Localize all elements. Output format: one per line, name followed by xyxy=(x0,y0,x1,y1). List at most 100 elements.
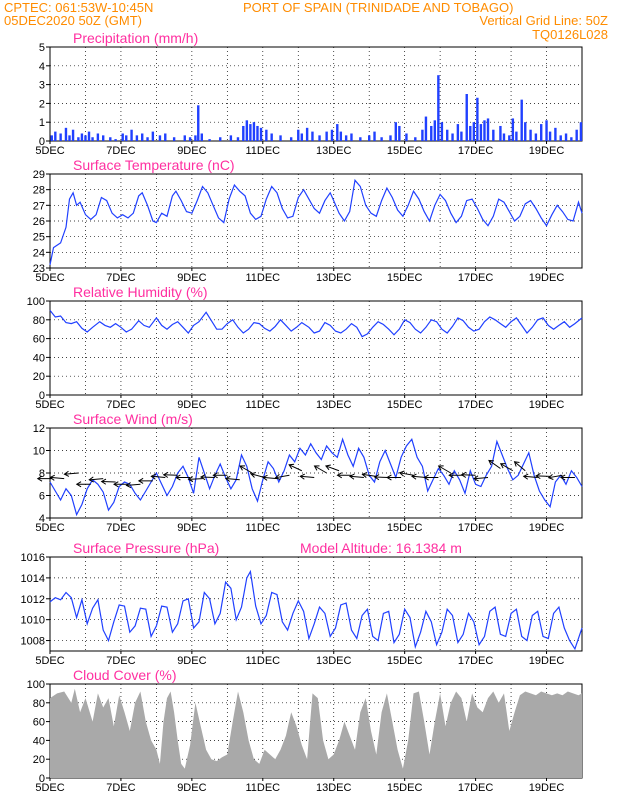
x-tick-label: 11DEC xyxy=(245,399,280,411)
y-tick-label: 25 xyxy=(33,232,45,244)
x-tick-label: 7DEC xyxy=(106,655,135,667)
precip-bar xyxy=(424,116,428,141)
cloud-area xyxy=(50,688,582,778)
x-tick-label: 11DEC xyxy=(245,522,280,534)
wind-arrow-head xyxy=(313,465,320,471)
panel-3: 0 20 40 60 80 100 5DEC 7DEC 9DEC 11DEC 13DEC 15DEC 1… xyxy=(27,284,583,411)
x-tick-label: 5DEC xyxy=(35,145,64,157)
x-tick-label: 13DEC xyxy=(316,399,352,411)
wind-arrow-head xyxy=(386,474,392,481)
precip-bar xyxy=(398,125,401,141)
precip-bar xyxy=(259,127,263,141)
precip-bar xyxy=(197,105,200,141)
plot-frame xyxy=(49,46,583,142)
x-tick-label: 13DEC xyxy=(316,272,352,284)
wind-arrow-shaft xyxy=(300,475,315,478)
precip-bar xyxy=(339,131,343,141)
wind-arrow-shaft xyxy=(514,461,526,472)
wind-arrow-head xyxy=(49,474,55,481)
precip-bar xyxy=(579,122,583,141)
header-station: CPTEC: 061:53W-10:45N xyxy=(4,0,153,15)
precip-bar xyxy=(59,133,62,141)
precip-bar xyxy=(460,131,463,141)
y-tick-label: 5 xyxy=(39,42,45,54)
model-altitude: Model Altitude: 16.1384 m xyxy=(300,540,462,556)
precip-bar xyxy=(200,133,203,141)
y-tick-label: 1008 xyxy=(21,636,45,648)
wind-arrow-head xyxy=(348,473,355,480)
wind-arrow-head xyxy=(437,465,444,471)
precip-bar xyxy=(84,135,87,141)
header-location: PORT OF SPAIN (TRINIDADE AND TOBAGO) xyxy=(243,0,513,15)
y-tick-label: 40 xyxy=(33,735,45,747)
wind-arrow-head xyxy=(361,472,368,478)
precip-bar xyxy=(236,137,240,141)
precip-bar xyxy=(359,137,362,141)
precip-bar xyxy=(242,125,245,141)
precip-bar xyxy=(394,122,397,141)
x-tick-label: 19DEC xyxy=(529,522,565,534)
y-tick-label: 1016 xyxy=(21,552,45,564)
precip-bar xyxy=(135,135,139,141)
wind-arrow-head xyxy=(36,475,43,482)
wind-arrow-head xyxy=(212,472,218,479)
x-tick-label: 9DEC xyxy=(177,145,206,157)
precip-bar xyxy=(54,131,57,141)
wind-arrow-head xyxy=(224,475,231,482)
wind-arrow-shaft xyxy=(548,474,563,479)
y-tick-label: 6 xyxy=(39,491,45,503)
precip-bar xyxy=(421,129,424,141)
panel-title: Surface Wind (m/s) xyxy=(73,411,193,427)
precip-bar xyxy=(164,133,167,141)
precip-bar xyxy=(318,135,321,141)
wind-arrow-head xyxy=(288,463,295,470)
precip-bar xyxy=(380,137,383,141)
x-tick-label: 19DEC xyxy=(529,782,565,794)
header-date: 05DEC2020 50Z (GMT) xyxy=(4,13,142,28)
y-tick-label: 60 xyxy=(33,717,45,729)
precip-bar xyxy=(183,135,186,141)
precip-bar xyxy=(311,131,314,141)
x-tick-label: 9DEC xyxy=(177,522,206,534)
wind-arrow-shaft xyxy=(64,472,79,475)
grid-lines xyxy=(50,557,582,651)
wind-arrow-head xyxy=(411,473,417,480)
precip-bar xyxy=(502,133,506,141)
grid-lines xyxy=(50,428,582,518)
precip-bar xyxy=(499,125,502,141)
wind-arrow-head xyxy=(535,473,541,480)
precip-bar xyxy=(102,135,105,141)
precip-bar xyxy=(270,133,273,141)
wind-arrow-shaft xyxy=(325,465,340,472)
panel-2: 23 24 25 26 27 28 29 5DEC 7DEC 9DEC 11DEC 13DEC 15DE… xyxy=(33,157,583,284)
precip-bar xyxy=(486,118,490,141)
precip-bar xyxy=(208,139,211,141)
x-tick-label: 19DEC xyxy=(529,655,565,667)
header: CPTEC: 061:53W-10:45N PORT OF SPAIN (TRI… xyxy=(4,0,608,42)
y-tick-label: 1010 xyxy=(21,615,45,627)
wind-arrow-shaft xyxy=(523,475,538,478)
x-tick-label: 7DEC xyxy=(106,399,135,411)
precip-bar xyxy=(529,129,532,141)
y-tick-label: 27 xyxy=(33,200,45,212)
wind-arrow-head xyxy=(547,474,554,480)
precip-bar xyxy=(554,127,557,141)
x-tick-label: 17DEC xyxy=(458,272,494,284)
y-tick-label: 1014 xyxy=(21,573,45,585)
precip-bar xyxy=(80,133,84,141)
x-tick-label: 7DEC xyxy=(106,782,135,794)
precip-bar xyxy=(158,135,162,141)
wind-arrow-shaft xyxy=(262,476,278,480)
x-tick-label: 19DEC xyxy=(529,272,565,284)
wind-arrow-head xyxy=(460,471,467,478)
precip-bar xyxy=(87,131,91,141)
x-tick-label: 17DEC xyxy=(458,522,494,534)
y-tick-label: 0 xyxy=(39,773,45,785)
precip-bar xyxy=(373,131,376,141)
y-tick-label: 10 xyxy=(33,446,45,458)
precip-bar xyxy=(77,137,80,141)
wind-arrow-head xyxy=(324,464,331,471)
precip-bar xyxy=(297,129,300,141)
precip-bar xyxy=(151,131,155,141)
